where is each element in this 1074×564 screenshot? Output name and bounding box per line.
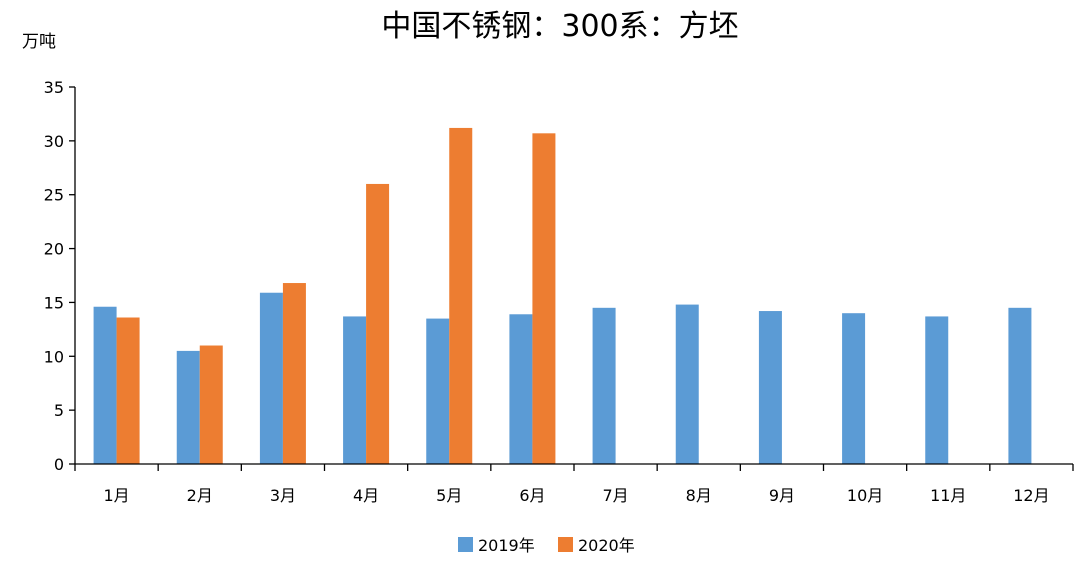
bar-2020年-6月 (532, 133, 556, 464)
y-axis: 0 5 10 15 20 25 30 35 (44, 78, 76, 474)
y-tick-label: 0 (54, 455, 64, 474)
legend-swatch (558, 537, 573, 552)
legend-label: 2020年 (578, 536, 635, 555)
legend: 2019年 2020年 (458, 536, 635, 555)
x-tick-label: 1月 (103, 486, 129, 505)
chart-title: 中国不锈钢：300系：方坯 (381, 9, 738, 44)
bar-2019年-10月 (842, 313, 866, 464)
y-tick-label: 25 (44, 186, 64, 205)
x-tick-label: 3月 (270, 486, 296, 505)
x-tick-label: 5月 (436, 486, 462, 505)
x-tick-label: 9月 (769, 486, 795, 505)
x-axis: 1月 2月 3月 4月 5月 6月 7月 8月 9月 10月 11月 12月 (74, 463, 1074, 505)
bars-group (93, 127, 1032, 464)
bar-2020年-4月 (366, 183, 390, 464)
bar-2020年-3月 (282, 283, 306, 464)
x-tick-label: 8月 (686, 486, 712, 505)
y-tick-label: 15 (44, 293, 64, 312)
legend-swatch (458, 537, 473, 552)
bar-2019年-12月 (1008, 307, 1032, 464)
bar-2019年-2月 (176, 350, 200, 464)
x-tick-label: 6月 (519, 486, 545, 505)
x-tick-label: 4月 (353, 486, 379, 505)
bar-2019年-3月 (259, 292, 283, 464)
bar-2019年-4月 (343, 316, 367, 464)
y-tick-label: 10 (44, 347, 64, 366)
bar-2019年-9月 (758, 311, 782, 464)
bar-2020年-2月 (199, 345, 223, 464)
x-tick-label: 10月 (847, 486, 883, 505)
bar-2019年-8月 (675, 304, 699, 464)
x-tick-label: 11月 (930, 486, 966, 505)
x-tick-label: 2月 (187, 486, 213, 505)
legend-label: 2019年 (478, 536, 535, 555)
y-tick-label: 30 (44, 132, 64, 151)
x-tick-label: 7月 (602, 486, 628, 505)
y-tick-label: 5 (54, 401, 64, 420)
bar-2019年-1月 (93, 306, 117, 464)
x-tick-label: 12月 (1013, 486, 1049, 505)
bar-2019年-7月 (592, 307, 616, 464)
bar-2020年-1月 (116, 317, 140, 464)
bar-2019年-11月 (925, 316, 949, 464)
y-tick-label: 20 (44, 240, 64, 259)
y-tick-label: 35 (44, 78, 64, 97)
bar-2019年-6月 (509, 314, 533, 464)
bar-2020年-5月 (449, 127, 473, 464)
bar-2019年-5月 (426, 318, 450, 464)
y-axis-unit-label: 万吨 (22, 32, 56, 52)
